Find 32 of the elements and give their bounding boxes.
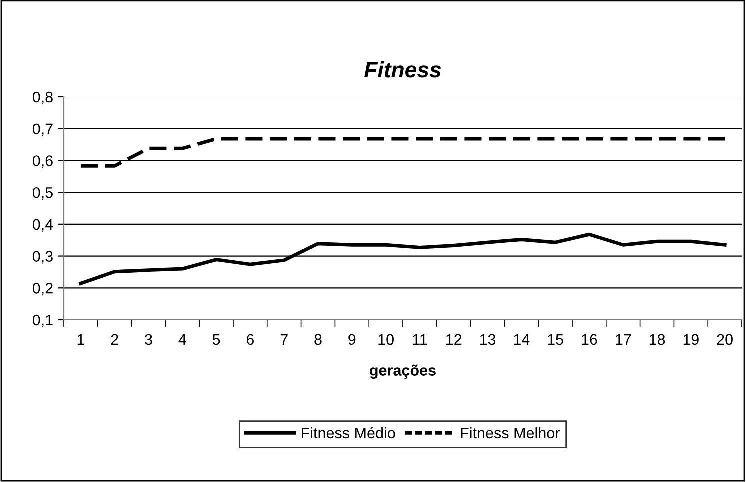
- y-tick-label: 0,8: [32, 92, 53, 104]
- y-tick-label: 0,6: [32, 156, 53, 168]
- x-tick-label: 16: [582, 334, 598, 346]
- x-tick-label: 19: [684, 334, 699, 346]
- x-tick-label: 14: [514, 334, 530, 345]
- y-tick-label: 0,5: [32, 187, 53, 200]
- x-tick-label: 18: [650, 334, 666, 346]
- y-tick-label: 0,4: [32, 219, 54, 232]
- chart-title: Fitness: [364, 61, 442, 78]
- y-tick-label: 0,3: [32, 251, 53, 264]
- x-tick-label: 6: [246, 334, 254, 346]
- x-tick-label: 10: [378, 334, 394, 346]
- x-tick-label: 12: [446, 334, 462, 345]
- x-tick-label: 3: [145, 334, 152, 346]
- x-tick-label: 7: [280, 334, 288, 345]
- y-tick-label: 0,1: [32, 314, 53, 328]
- x-tick-label: 1: [78, 334, 84, 345]
- x-tick-label: 11: [413, 334, 428, 345]
- x-tick-label: 20: [717, 334, 733, 346]
- x-axis-title: gerações: [370, 364, 436, 380]
- x-tick-label: 9: [348, 334, 356, 346]
- legend-label: Fitness Médio: [302, 427, 396, 439]
- x-tick-label: 13: [480, 334, 496, 346]
- x-tick-label: 8: [314, 334, 322, 346]
- x-tick-label: 2: [111, 334, 118, 345]
- x-tick-label: 15: [548, 334, 564, 346]
- x-tick-label: 4: [178, 334, 186, 345]
- y-tick-label: 0,2: [32, 283, 53, 296]
- y-tick-label: 0,7: [32, 124, 53, 136]
- legend-label: Fitness Melhor: [461, 427, 560, 439]
- x-tick-label: 5: [212, 334, 220, 346]
- x-tick-label: 17: [616, 334, 632, 345]
